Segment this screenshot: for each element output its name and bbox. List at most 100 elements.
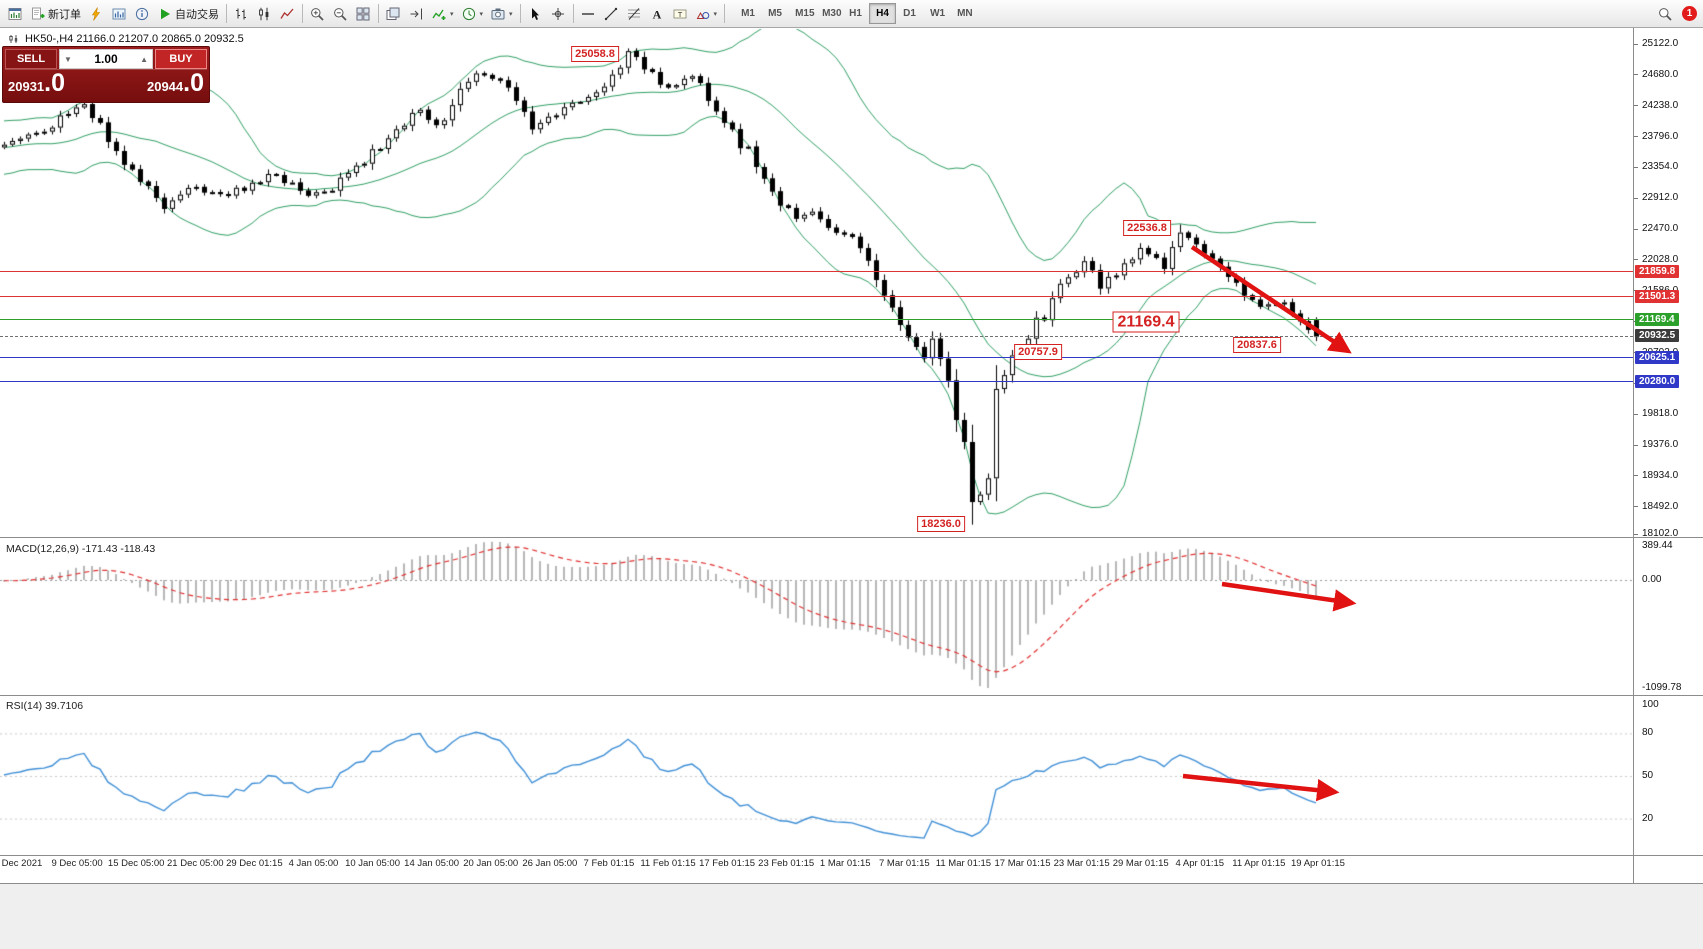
macd-axis-label: -1099.78 — [1642, 681, 1682, 693]
indicators-button[interactable]: ▾ — [428, 2, 458, 25]
toolbar-divider — [519, 4, 521, 23]
chart-window-icon — [8, 7, 22, 21]
timeframe-h1-button[interactable]: H1 — [842, 3, 869, 24]
macd-axis-label: 0.00 — [1642, 574, 1662, 585]
timeframe-m5-button[interactable]: M5 — [761, 3, 788, 24]
bar-chart-type-button[interactable] — [230, 2, 253, 25]
volume-decrease-icon[interactable]: ▼ — [64, 54, 72, 64]
timeframe-m1-button[interactable]: M1 — [734, 3, 761, 24]
timeframe-group: M1 M5 M15 M30 H1 H4 D1 W1 MN — [734, 3, 977, 24]
time-label: 7 Mar 01:15 — [878, 858, 930, 869]
bottom-strip — [0, 884, 1703, 949]
play-icon — [158, 7, 172, 21]
buy-price: 20944.0 — [146, 69, 204, 97]
time-label: 29 Dec 01:15 — [226, 858, 283, 869]
chevron-down-icon: ▾ — [450, 10, 454, 18]
price-tick: 24238.0 — [1642, 99, 1679, 111]
search-button[interactable] — [1654, 2, 1677, 25]
cursor-button[interactable] — [524, 2, 547, 25]
macd-axis-label: 389.44 — [1642, 540, 1673, 551]
price-line-badge: 21859.8 — [1635, 264, 1680, 278]
price-line-badge: 20932.5 — [1635, 329, 1680, 343]
toolbar-right-cluster: 1 — [1654, 0, 1697, 27]
toolbar-divider — [302, 4, 303, 23]
notification-badge[interactable]: 1 — [1682, 6, 1697, 21]
label-button[interactable]: T — [669, 2, 692, 25]
auto-trade-button[interactable]: 自动交易 — [154, 2, 223, 25]
time-label: 26 Jan 05:00 — [522, 858, 578, 869]
trendline-icon — [604, 7, 618, 21]
price-axis[interactable]: 25122.0 24680.0 24238.0 23796.0 23354.0 22912… — [1634, 0, 1703, 949]
tick-mark — [1634, 228, 1638, 230]
tick-mark — [1634, 197, 1638, 199]
bottom-separator — [0, 883, 1703, 884]
tick-mark — [1634, 105, 1638, 107]
timeframe-h4-button[interactable]: H4 — [869, 3, 897, 24]
crosshair-icon — [551, 7, 565, 21]
horizontal-line-button[interactable] — [577, 2, 600, 25]
autotrading-lightning-button[interactable] — [85, 2, 108, 25]
rsi-panel-separator[interactable] — [0, 695, 1703, 696]
candlestick-icon — [257, 7, 271, 21]
market-panel-button[interactable] — [108, 2, 131, 25]
rsi-axis-label: 100 — [1642, 699, 1659, 710]
zoom-out-button[interactable] — [329, 2, 352, 25]
shapes-button[interactable]: ▾ — [692, 2, 722, 25]
text-icon: A — [650, 7, 664, 21]
price-tick: 22912.0 — [1642, 192, 1679, 204]
periods-button[interactable]: ▾ — [458, 2, 488, 25]
time-label: 7 Feb 01:15 — [583, 858, 635, 869]
tick-mark — [1634, 136, 1638, 138]
chart-window-button[interactable] — [4, 2, 27, 25]
axis-separator — [1633, 28, 1634, 884]
macd-panel-separator[interactable] — [0, 537, 1703, 538]
hline-icon — [581, 7, 595, 21]
price-tick: 24680.0 — [1642, 68, 1679, 80]
zoom-in-button[interactable] — [306, 2, 329, 25]
tick-mark — [1634, 475, 1638, 477]
new-order-button[interactable]: 新订单 — [27, 2, 85, 25]
time-label: 20 Jan 05:00 — [463, 858, 519, 869]
camera-icon — [491, 7, 505, 21]
volume-stepper[interactable]: ▼ 1.00 ▲ — [59, 49, 153, 69]
price-tick: 25122.0 — [1642, 38, 1679, 49]
timeframe-m15-button[interactable]: M15 — [788, 3, 815, 24]
info-button[interactable] — [131, 2, 154, 25]
arrange-windows-button[interactable] — [382, 2, 405, 25]
time-label: 17 Mar 01:15 — [994, 858, 1051, 869]
tick-mark — [1634, 413, 1638, 415]
candlestick-chart-type-button[interactable] — [253, 2, 276, 25]
volume-value[interactable]: 1.00 — [94, 52, 118, 66]
one-click-trade-panel: SELL ▼ 1.00 ▲ BUY 20931.0 20944.0 — [2, 46, 210, 103]
tile-windows-button[interactable] — [352, 2, 375, 25]
time-label: 1 Mar 01:15 — [819, 858, 871, 869]
line-chart-type-button[interactable] — [276, 2, 299, 25]
symbol-ohlc-text: HK50-,H4 21166.0 21207.0 20865.0 20932.5 — [25, 33, 244, 45]
chart-shift-button[interactable] — [405, 2, 428, 25]
timeframe-w1-button[interactable]: W1 — [923, 3, 950, 24]
trendline-button[interactable] — [600, 2, 623, 25]
timeframe-d1-button[interactable]: D1 — [896, 3, 923, 24]
text-button[interactable]: A — [646, 2, 669, 25]
svg-text:T: T — [677, 9, 682, 18]
new-order-button-label: 新订单 — [48, 8, 81, 21]
timeframe-m30-button[interactable]: M30 — [815, 3, 842, 24]
rsi-indicator-label: RSI(14) 39.7106 — [6, 700, 84, 712]
price-line-badge: 21501.3 — [1635, 289, 1680, 303]
time-axis-separator — [0, 855, 1703, 856]
sell-button[interactable]: SELL — [5, 49, 57, 69]
shift-icon — [409, 7, 423, 21]
fibonacci-button[interactable] — [623, 2, 646, 25]
price-tick: 19376.0 — [1642, 439, 1679, 451]
timeframe-mn-button[interactable]: MN — [950, 3, 977, 24]
volume-increase-icon[interactable]: ▲ — [140, 54, 148, 64]
templates-button[interactable]: ▾ — [487, 2, 517, 25]
chevron-down-icon: ▾ — [479, 10, 484, 18]
buy-button[interactable]: BUY — [155, 49, 207, 69]
crosshair-button[interactable] — [547, 2, 570, 25]
rsi-axis-label: 50 — [1642, 770, 1654, 781]
tick-mark — [1634, 506, 1638, 508]
indicator-add-icon — [432, 7, 446, 21]
